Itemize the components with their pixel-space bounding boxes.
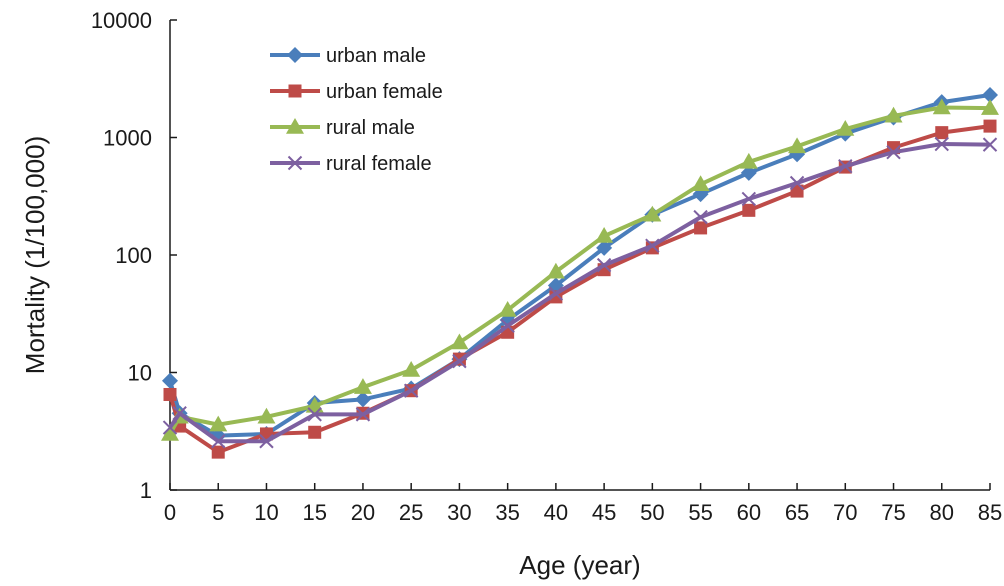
data-point-rural-female bbox=[982, 137, 998, 152]
x-tick-label: 60 bbox=[737, 500, 761, 525]
data-point-rural-female bbox=[452, 353, 467, 369]
data-point-urban-female bbox=[935, 126, 949, 140]
x-tick-label: 80 bbox=[930, 500, 954, 525]
data-point-rural-female bbox=[886, 144, 901, 160]
legend-marker bbox=[286, 118, 304, 134]
data-point-rural-male bbox=[498, 301, 517, 317]
data-point-rural-female bbox=[789, 175, 805, 191]
legend: urban male urban female rural male rural fe… bbox=[270, 45, 443, 175]
data-point-rural-female bbox=[259, 434, 274, 449]
legend-item-rural-male: rural male bbox=[270, 117, 415, 139]
data-point-rural-female bbox=[596, 257, 612, 273]
x-tick-label: 25 bbox=[399, 500, 423, 525]
legend-marker bbox=[287, 47, 303, 63]
legend-label: rural female bbox=[326, 153, 432, 175]
x-axis-ticks: 0 5 10 15 20 25 30 35 40 45 50 55 60 65 70 75 80 85 bbox=[164, 483, 1002, 525]
legend-item-rural-female: rural female bbox=[270, 153, 432, 175]
data-point-urban-female bbox=[163, 387, 177, 401]
data-point-rural-male bbox=[546, 262, 565, 279]
data-point-rural-male bbox=[402, 361, 421, 377]
data-point-rural-female bbox=[355, 407, 371, 422]
series-layer bbox=[161, 86, 999, 459]
data-point-urban-female bbox=[211, 445, 225, 459]
data-point-rural-male bbox=[981, 99, 999, 115]
series-line-urban-male bbox=[168, 93, 991, 438]
x-tick-label: 5 bbox=[212, 500, 224, 525]
x-tick-label: 10 bbox=[254, 500, 278, 525]
series-line-urban-female bbox=[168, 124, 991, 455]
data-point-rural-female bbox=[645, 238, 660, 253]
legend-label: urban male bbox=[326, 45, 426, 67]
y-axis-title: Mortality (1/100,000) bbox=[20, 136, 50, 374]
x-tick-label: 50 bbox=[640, 500, 664, 525]
y-tick-label: 10 bbox=[128, 361, 152, 386]
y-tick-label: 10000 bbox=[91, 8, 152, 33]
data-point-rural-male bbox=[161, 424, 179, 441]
data-point-urban-male bbox=[740, 164, 757, 181]
data-point-urban-female bbox=[308, 425, 322, 439]
x-tick-label: 30 bbox=[447, 500, 471, 525]
series-rural-male bbox=[161, 98, 999, 441]
data-point-rural-female bbox=[838, 158, 853, 174]
legend-label: urban female bbox=[326, 81, 443, 103]
x-tick-label: 20 bbox=[351, 500, 375, 525]
x-tick-label: 15 bbox=[302, 500, 326, 525]
x-tick-label: 0 bbox=[164, 500, 176, 525]
data-point-rural-female bbox=[693, 209, 708, 225]
series-line-rural-female bbox=[168, 142, 991, 444]
x-tick-label: 65 bbox=[785, 500, 809, 525]
data-point-rural-female bbox=[211, 434, 226, 449]
x-axis-title: Age (year) bbox=[519, 550, 640, 580]
data-point-rural-female bbox=[741, 191, 757, 207]
data-point-rural-male bbox=[788, 137, 807, 154]
data-point-rural-male bbox=[884, 106, 903, 123]
y-tick-label: 100 bbox=[115, 243, 152, 268]
data-point-urban-male bbox=[162, 372, 178, 389]
x-tick-label: 85 bbox=[978, 500, 1002, 525]
data-point-rural-female bbox=[162, 420, 178, 435]
data-point-urban-female bbox=[742, 203, 756, 217]
data-point-rural-male bbox=[739, 152, 758, 169]
axes: 1 10 100 1000 10000 0 5 10 15 20 25 30 35 40 45 50 55 60… bbox=[91, 8, 1002, 525]
legend-label: rural male bbox=[326, 117, 415, 139]
data-point-rural-male bbox=[595, 227, 614, 243]
legend-marker bbox=[287, 155, 303, 171]
legend-item-urban-female: urban female bbox=[270, 81, 443, 103]
x-tick-label: 35 bbox=[495, 500, 519, 525]
data-point-rural-female bbox=[307, 407, 322, 422]
x-tick-label: 75 bbox=[881, 500, 905, 525]
data-point-rural-male bbox=[209, 415, 228, 432]
data-point-rural-female bbox=[934, 136, 949, 152]
data-point-urban-male bbox=[982, 86, 998, 103]
legend-marker bbox=[288, 84, 302, 98]
data-point-rural-male bbox=[257, 407, 276, 424]
series-urban-male bbox=[162, 86, 998, 444]
data-point-rural-female bbox=[500, 318, 515, 333]
data-point-rural-male bbox=[353, 378, 372, 394]
legend-item-urban-male: urban male bbox=[270, 45, 426, 67]
x-tick-label: 55 bbox=[688, 500, 712, 525]
x-tick-label: 40 bbox=[544, 500, 568, 525]
y-axis-ticks: 1 10 100 1000 10000 bbox=[91, 8, 177, 503]
data-point-rural-male bbox=[836, 120, 855, 136]
data-point-rural-female bbox=[172, 406, 187, 421]
data-point-urban-male bbox=[354, 391, 371, 408]
series-urban-female bbox=[163, 119, 997, 459]
y-tick-label: 1000 bbox=[103, 126, 152, 151]
x-tick-label: 70 bbox=[833, 500, 857, 525]
data-point-rural-male bbox=[932, 98, 951, 115]
data-point-urban-female bbox=[983, 119, 997, 133]
data-point-rural-male bbox=[691, 175, 710, 192]
data-point-rural-male bbox=[450, 333, 469, 350]
data-point-urban-female bbox=[790, 184, 804, 198]
data-point-rural-male bbox=[643, 205, 662, 222]
y-tick-label: 1 bbox=[140, 478, 152, 503]
data-point-rural-female bbox=[403, 383, 419, 398]
series-rural-female bbox=[162, 136, 998, 449]
data-point-urban-male bbox=[596, 239, 613, 256]
data-point-rural-female bbox=[548, 286, 564, 301]
data-point-urban-female bbox=[694, 221, 708, 235]
x-tick-label: 45 bbox=[592, 500, 616, 525]
